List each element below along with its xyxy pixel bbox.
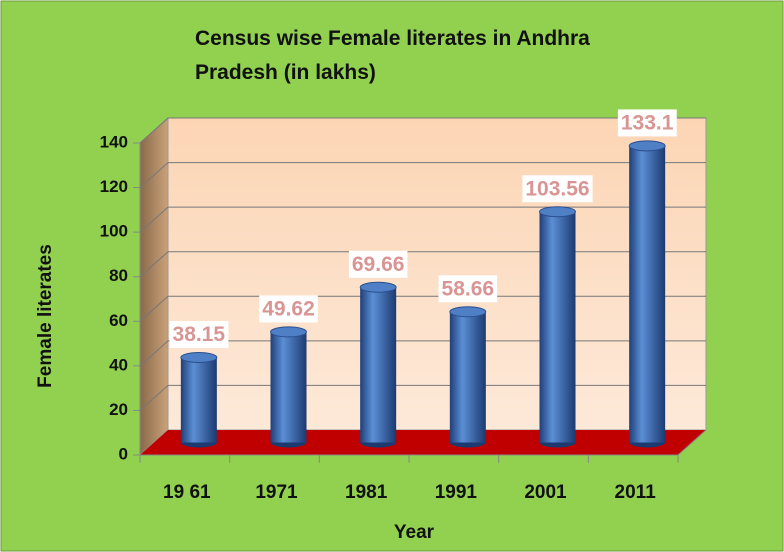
data-label: 69.66 bbox=[352, 253, 405, 276]
grid-line bbox=[139, 340, 169, 367]
data-label: 38.15 bbox=[173, 323, 226, 346]
data-label-box bbox=[348, 250, 408, 278]
grid-line bbox=[139, 385, 169, 411]
bar-part bbox=[360, 287, 397, 443]
floor bbox=[140, 430, 706, 455]
side-wall bbox=[139, 116, 169, 457]
x-tick-label: 19 61 bbox=[163, 482, 211, 503]
x-tick-label: 1971 bbox=[255, 482, 298, 503]
bar-part bbox=[359, 281, 397, 293]
grid-line bbox=[139, 117, 169, 144]
data-label-box bbox=[169, 321, 229, 349]
x-tick-label: 1981 bbox=[345, 482, 388, 503]
back-wall bbox=[167, 117, 707, 431]
bar-part bbox=[449, 306, 487, 318]
bar bbox=[449, 306, 487, 448]
data-label: 133.1 bbox=[621, 111, 674, 134]
grid-line bbox=[139, 206, 169, 233]
bar-part bbox=[180, 357, 217, 443]
bar-part bbox=[270, 331, 307, 443]
y-tick-label: 120 bbox=[100, 177, 128, 196]
data-label-box bbox=[617, 109, 677, 137]
bar-part bbox=[629, 145, 666, 443]
x-tick-label: 2011 bbox=[615, 482, 657, 503]
x-axis-title: Year bbox=[394, 522, 435, 543]
bar bbox=[539, 206, 576, 448]
x-tick-label: 1991 bbox=[435, 482, 478, 503]
data-label-box bbox=[522, 175, 593, 203]
y-tick-label: 140 bbox=[100, 132, 128, 151]
bar bbox=[628, 140, 666, 448]
data-label-box bbox=[438, 275, 498, 303]
bar bbox=[180, 351, 218, 448]
data-label: 103.56 bbox=[525, 177, 589, 200]
bar-part bbox=[539, 211, 576, 443]
chart-title: Census wise Female literates in Andhra P… bbox=[195, 27, 590, 84]
grid-line bbox=[139, 295, 169, 322]
data-label: 58.66 bbox=[442, 277, 495, 300]
bar-part bbox=[180, 351, 218, 363]
grid-line bbox=[139, 251, 169, 278]
floor-edge bbox=[677, 429, 707, 456]
y-tick-label: 60 bbox=[109, 311, 128, 330]
y-tick-label: 100 bbox=[100, 222, 128, 241]
bar-part bbox=[539, 206, 576, 218]
y-tick-label: 80 bbox=[109, 266, 128, 285]
y-axis-title: Female literates bbox=[35, 244, 56, 388]
bar-part bbox=[628, 140, 666, 152]
x-tick-label: 2001 bbox=[524, 482, 567, 503]
data-label-box bbox=[259, 295, 318, 323]
bar-part bbox=[449, 311, 486, 443]
bar bbox=[359, 281, 397, 448]
y-tick-label: 40 bbox=[109, 355, 128, 374]
data-label: 49.62 bbox=[262, 297, 315, 320]
y-tick-label: 20 bbox=[109, 400, 128, 419]
bar-part bbox=[270, 326, 307, 338]
grid-line bbox=[139, 162, 169, 188]
y-tick-label: 0 bbox=[119, 444, 128, 463]
bar bbox=[270, 326, 307, 448]
